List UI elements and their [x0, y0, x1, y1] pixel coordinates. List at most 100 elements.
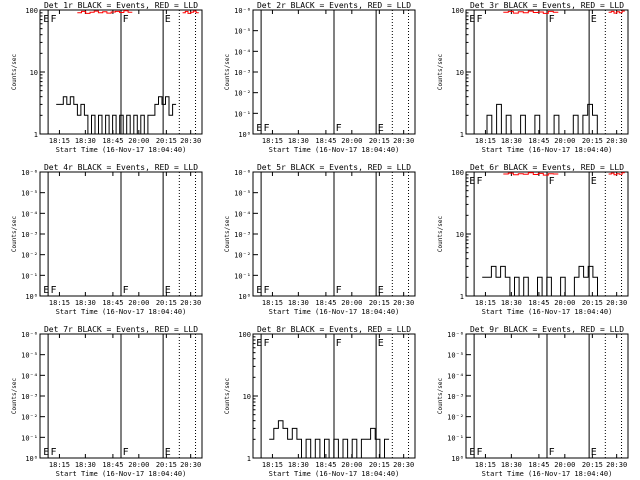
panel-det1: Det 1r BLACK = Events, RED = LLD 18:15 18:…	[11, 1, 203, 154]
y-tick-label: 10⁻⁶	[21, 169, 38, 177]
flag-letter: F	[336, 338, 342, 349]
x-tick-label: 18:15	[262, 299, 283, 307]
flag-letter: E	[165, 14, 171, 25]
panel-title: Det 8r BLACK = Events, RED = LLD	[257, 325, 411, 334]
flag-letter: E	[165, 285, 171, 296]
x-tick-label: 20:00	[554, 137, 575, 145]
flag-letter: F	[51, 14, 57, 25]
x-axis-label: Start Time (16-Nov-17 18:04:40)	[482, 146, 613, 154]
x-tick-label: 18:45	[102, 461, 123, 469]
y-tick-label: 10⁻³	[21, 231, 38, 239]
x-tick-label: 18:30	[501, 461, 522, 469]
y-tick-label: 100	[451, 7, 464, 15]
x-tick-label: 20:30	[606, 299, 627, 307]
flag-letter: F	[477, 14, 483, 25]
flag-letter: E	[591, 176, 597, 187]
x-tick-label: 18:15	[49, 137, 70, 145]
y-axis-label: Counts/sec	[11, 54, 18, 91]
y-tick-label: 10⁰	[25, 455, 38, 463]
x-tick-label: 18:45	[102, 137, 123, 145]
y-tick-label: 10⁻⁴	[234, 48, 251, 56]
y-tick-label: 10⁻⁴	[234, 210, 251, 218]
x-tick-label: 20:15	[156, 461, 177, 469]
y-tick-label: 10⁻³	[234, 69, 251, 77]
flag-letter: F	[477, 176, 483, 187]
y-tick-label: 10⁻³	[447, 393, 464, 401]
x-tick-label: 20:15	[369, 461, 390, 469]
flag-letter: F	[264, 123, 270, 134]
x-tick-label: 18:45	[315, 461, 336, 469]
x-axis-label: Start Time (16-Nov-17 18:04:40)	[269, 308, 400, 316]
flag-letter: E	[43, 14, 49, 25]
panel-title: Det 2r BLACK = Events, RED = LLD	[257, 1, 411, 10]
y-tick-label: 100	[25, 7, 38, 15]
y-axis-label: Counts/sec	[437, 216, 444, 253]
y-tick-label: 10⁻⁵	[234, 190, 251, 198]
flag-letter: E	[256, 123, 262, 134]
x-tick-label: 18:15	[475, 137, 496, 145]
flag-letter: E	[378, 285, 384, 296]
x-tick-label: 18:30	[75, 461, 96, 469]
flag-letter: F	[51, 447, 57, 458]
x-tick-label: 18:45	[528, 461, 549, 469]
series-lld-line	[503, 172, 559, 176]
x-tick-label: 18:45	[315, 299, 336, 307]
y-tick-label: 10⁻⁶	[21, 331, 38, 339]
x-tick-label: 18:45	[102, 299, 123, 307]
y-tick-label: 10⁻²	[234, 252, 251, 260]
x-tick-label: 20:30	[393, 137, 414, 145]
x-tick-label: 20:15	[156, 299, 177, 307]
flag-letter: E	[256, 338, 262, 349]
y-axis-label: Counts/sec	[224, 378, 231, 415]
x-tick-label: 20:30	[180, 461, 201, 469]
flag-letter: E	[591, 14, 597, 25]
panel-det6: Det 6r BLACK = Events, RED = LLD 18:15 18:…	[437, 163, 629, 316]
y-tick-label: 1	[247, 455, 251, 463]
y-tick-label: 1	[460, 131, 464, 139]
y-tick-label: 10⁻⁵	[447, 352, 464, 360]
panel-det4: Det 4r BLACK = Events, RED = LLD 18:15 18:…	[11, 163, 203, 316]
x-tick-label: 20:30	[393, 461, 414, 469]
series-events-line	[56, 96, 177, 135]
x-tick-label: 20:15	[369, 137, 390, 145]
x-tick-label: 18:15	[49, 299, 70, 307]
x-tick-label: 18:30	[501, 299, 522, 307]
x-tick-label: 20:30	[606, 461, 627, 469]
flag-letter: E	[43, 447, 49, 458]
x-tick-label: 18:15	[475, 299, 496, 307]
x-tick-label: 18:45	[315, 137, 336, 145]
flag-letter: F	[264, 285, 270, 296]
y-tick-label: 10⁻⁴	[21, 372, 38, 380]
x-tick-label: 18:30	[501, 137, 522, 145]
series-events-line	[482, 265, 603, 297]
flag-letter: F	[123, 14, 129, 25]
y-tick-label: 10⁰	[238, 293, 251, 301]
flag-letter: E	[378, 338, 384, 349]
flag-letter: F	[264, 338, 270, 349]
x-axis-label: Start Time (16-Nov-17 18:04:40)	[56, 146, 187, 154]
y-axis-label: Counts/sec	[437, 54, 444, 91]
series-lld-line-segment	[608, 172, 625, 176]
flag-letter: F	[477, 447, 483, 458]
x-tick-label: 18:30	[288, 461, 309, 469]
y-tick-label: 10	[243, 393, 251, 401]
x-tick-label: 20:15	[369, 299, 390, 307]
y-tick-label: 10⁻⁵	[234, 28, 251, 36]
x-tick-label: 20:00	[341, 137, 362, 145]
y-axis-label: Counts/sec	[224, 54, 231, 91]
panel-title: Det 9r BLACK = Events, RED = LLD	[470, 325, 624, 334]
flag-letter: E	[378, 123, 384, 134]
y-tick-label: 10⁻⁵	[21, 352, 38, 360]
y-tick-label: 10	[456, 231, 464, 239]
panel-det5: Det 5r BLACK = Events, RED = LLD 18:15 18:…	[224, 163, 416, 316]
panel-title: Det 4r BLACK = Events, RED = LLD	[44, 163, 198, 172]
y-tick-label: 10⁻¹	[234, 110, 251, 118]
flag-letter: E	[43, 285, 49, 296]
y-tick-label: 10⁻¹	[21, 272, 38, 280]
x-tick-label: 20:15	[582, 299, 603, 307]
panel-title: Det 3r BLACK = Events, RED = LLD	[470, 1, 624, 10]
x-tick-label: 20:00	[128, 461, 149, 469]
x-tick-label: 18:15	[475, 461, 496, 469]
x-tick-label: 18:45	[528, 299, 549, 307]
